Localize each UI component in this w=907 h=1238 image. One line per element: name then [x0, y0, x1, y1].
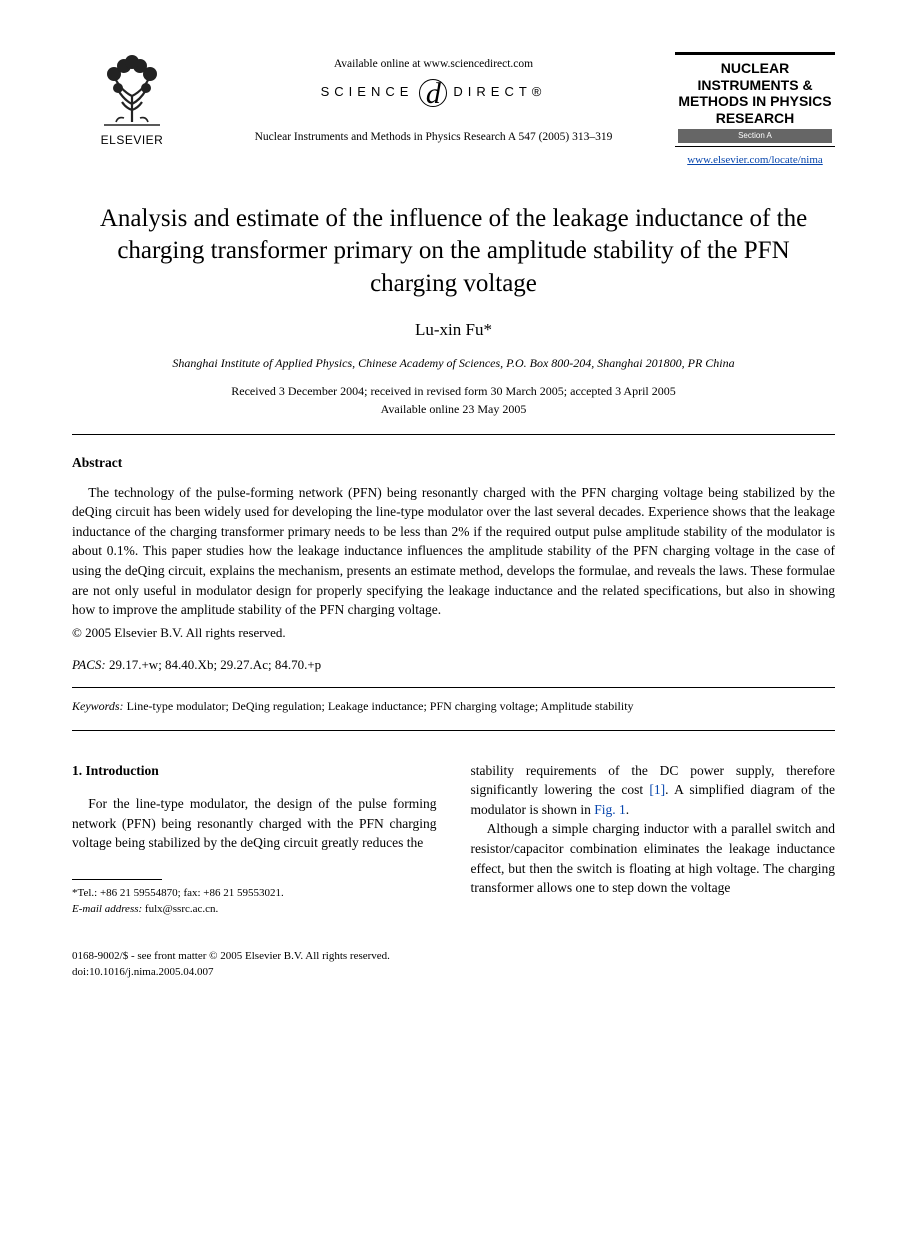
scidirect-d-icon: d — [419, 79, 447, 107]
received-line: Received 3 December 2004; received in re… — [72, 382, 835, 400]
publisher-label: ELSEVIER — [72, 132, 192, 149]
footnote-block: *Tel.: +86 21 59554870; fax: +86 21 5955… — [72, 885, 437, 918]
left-column: 1. Introduction For the line-type modula… — [72, 761, 437, 918]
page-container: ELSEVIER Available online at www.science… — [0, 0, 907, 1021]
paper-title: Analysis and estimate of the influence o… — [82, 203, 825, 301]
scidirect-left: SCIENCE — [321, 83, 414, 102]
footnote-email-label: E-mail address: — [72, 903, 142, 915]
bottom-meta: 0168-9002/$ - see front matter © 2005 El… — [72, 948, 835, 981]
footnote-separator — [72, 879, 162, 880]
journal-section: Section A — [678, 129, 832, 143]
abstract-copyright: © 2005 Elsevier B.V. All rights reserved… — [72, 624, 835, 643]
journal-url-link[interactable]: www.elsevier.com/locate/nima — [687, 154, 823, 166]
front-matter-line: 0168-9002/$ - see front matter © 2005 El… — [72, 948, 835, 965]
pacs-line: PACS: 29.17.+w; 84.40.Xb; 29.27.Ac; 84.7… — [72, 656, 835, 675]
section-1-heading: 1. Introduction — [72, 761, 437, 781]
col2-para-1: stability requirements of the DC power s… — [471, 761, 836, 820]
journal-box: NUCLEAR INSTRUMENTS & METHODS IN PHYSICS… — [675, 52, 835, 169]
keywords-text: Line-type modulator; DeQing regulation; … — [127, 699, 634, 713]
footnote-email-row: E-mail address: fulx@ssrc.ac.cn. — [72, 901, 437, 918]
rule-above-keywords — [72, 687, 835, 688]
rule-above-abstract — [72, 434, 835, 435]
affiliation: Shanghai Institute of Applied Physics, C… — [72, 355, 835, 372]
keywords-label: Keywords: — [72, 699, 124, 713]
publisher-logo-block: ELSEVIER — [72, 52, 192, 149]
footnote-email: fulx@ssrc.ac.cn. — [145, 903, 218, 915]
pacs-codes: 29.17.+w; 84.40.Xb; 29.27.Ac; 84.70.+p — [109, 657, 321, 672]
sciencedirect-logo: SCIENCE d DIRECT® — [321, 79, 547, 107]
abstract-text: The technology of the pulse-forming netw… — [72, 483, 835, 620]
journal-title: NUCLEAR INSTRUMENTS & METHODS IN PHYSICS… — [678, 60, 832, 126]
intro-para-1: For the line-type modulator, the design … — [72, 794, 437, 853]
center-header: Available online at www.sciencedirect.co… — [192, 52, 675, 145]
elsevier-tree-icon — [96, 52, 168, 128]
journal-box-border: NUCLEAR INSTRUMENTS & METHODS IN PHYSICS… — [675, 52, 835, 147]
abstract-heading: Abstract — [72, 453, 835, 473]
pacs-label: PACS: — [72, 657, 106, 672]
doi-line: doi:10.1016/j.nima.2005.04.007 — [72, 964, 835, 981]
available-line: Available online 23 May 2005 — [72, 400, 835, 418]
col2-para-2: Although a simple charging inductor with… — [471, 819, 836, 897]
rule-below-keywords — [72, 730, 835, 731]
fig-1-link[interactable]: Fig. 1 — [594, 802, 626, 817]
citation-line: Nuclear Instruments and Methods in Physi… — [192, 129, 675, 146]
available-online-text: Available online at www.sciencedirect.co… — [192, 56, 675, 73]
author-name: Lu-xin Fu* — [72, 318, 835, 343]
scidirect-right: DIRECT® — [453, 83, 546, 102]
right-column: stability requirements of the DC power s… — [471, 761, 836, 918]
dates-block: Received 3 December 2004; received in re… — [72, 382, 835, 418]
header-row: ELSEVIER Available online at www.science… — [72, 52, 835, 169]
two-column-body: 1. Introduction For the line-type modula… — [72, 761, 835, 918]
footnote-tel: *Tel.: +86 21 59554870; fax: +86 21 5955… — [72, 885, 437, 902]
keywords-line: Keywords: Line-type modulator; DeQing re… — [72, 698, 835, 715]
ref-1-link[interactable]: [1] — [649, 782, 665, 797]
col2-frag3: . — [626, 802, 629, 817]
